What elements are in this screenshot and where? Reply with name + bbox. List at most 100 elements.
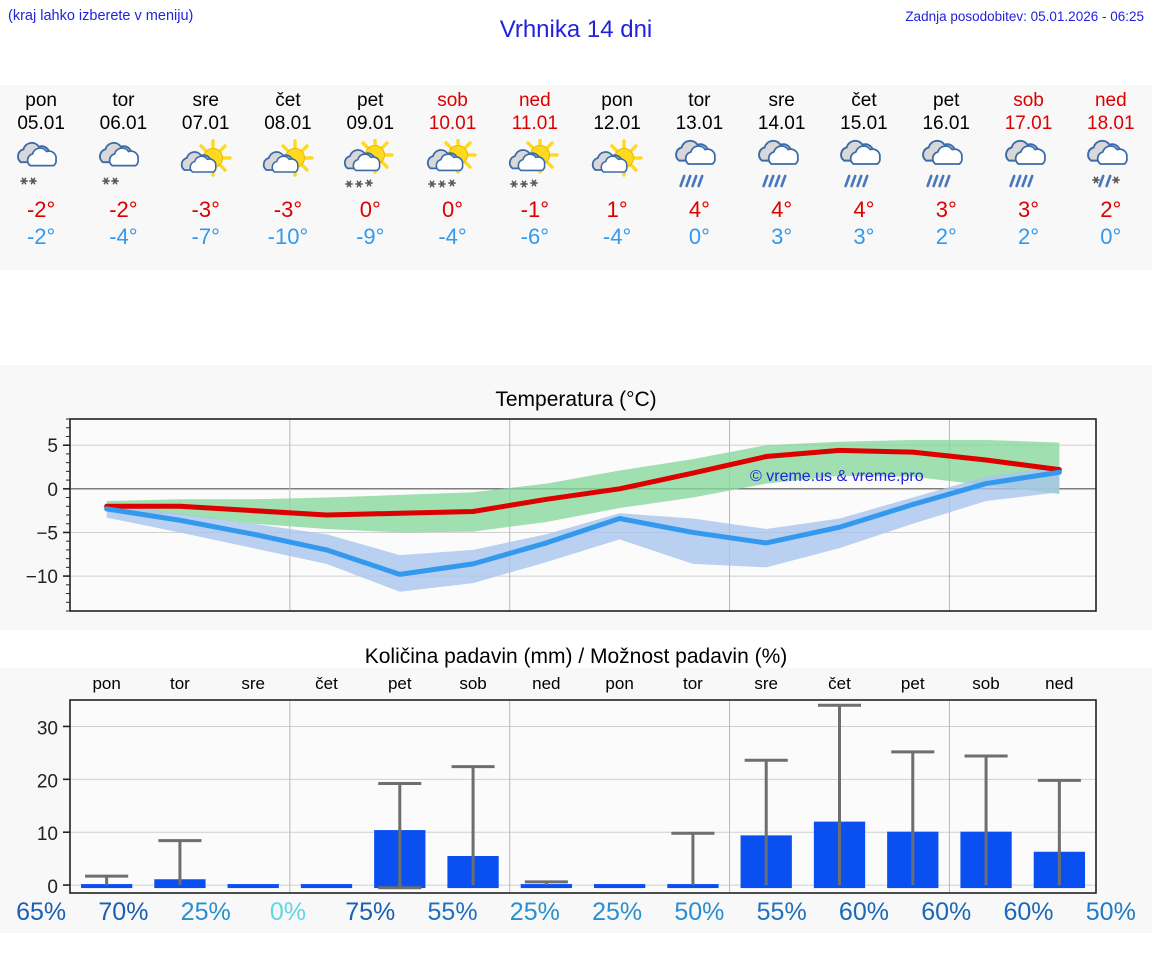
precipitation-probability: 50% (1085, 898, 1136, 926)
forecast-day-date: 14.01 (757, 113, 806, 134)
forecast-day-column: ned 11.01 -1° -6° (494, 85, 576, 270)
precipitation-day-labels: pon tor sre čet pet sob ned pon tor sre čet pet sob n… (70, 674, 1096, 694)
forecast-day-name: pet (933, 90, 960, 111)
precipitation-probability: 75% (345, 898, 396, 926)
svg-text:0: 0 (47, 877, 58, 898)
forecast-day-date: 08.01 (264, 113, 312, 134)
forecast-max-temp: 3° (1017, 197, 1040, 222)
precipitation-day-label: čet (828, 674, 851, 693)
forecast-min-temp: 3° (853, 224, 875, 249)
forecast-min-temp: -10° (267, 224, 309, 249)
precipitation-day-label: sob (972, 674, 1000, 693)
svg-text:0: 0 (47, 480, 58, 501)
forecast-day-date: 17.01 (1004, 113, 1053, 134)
sun-cloud-icon (173, 138, 239, 196)
precipitation-day-label: pon (605, 674, 634, 693)
last-updated-text: Zadnja posodobitev: 05.01.2026 - 06:25 (905, 9, 1144, 24)
forecast-max-temp: 2° (1100, 197, 1122, 222)
forecast-min-temp: 2° (1017, 224, 1040, 249)
svg-text:30: 30 (37, 718, 58, 739)
svg-text:10: 10 (37, 824, 58, 845)
forecast-day-column: pet 16.01 3° 2° (905, 85, 987, 270)
forecast-day-column: čet 08.01 -3° -10° (247, 85, 329, 270)
svg-text:5: 5 (47, 436, 58, 457)
precipitation-day-label: tor (170, 674, 190, 693)
sun-cloud-icon (584, 138, 650, 196)
forecast-day-column: sre 14.01 4° 3° (741, 85, 823, 270)
forecast-day-date: 16.01 (922, 113, 970, 134)
forecast-min-temp: 2° (935, 224, 957, 249)
precipitation-day-label: sre (241, 674, 266, 693)
page-header: (kraj lahko izberete v meniju) Vrhnika 1… (0, 0, 1152, 62)
forecast-day-name: pet (357, 90, 384, 111)
precipitation-probability: 60% (1003, 898, 1054, 926)
forecast-day-date: 13.01 (675, 113, 724, 134)
forecast-max-temp: -1° (520, 197, 549, 222)
temperature-chart-title: Temperatura (°C) (495, 388, 657, 411)
forecast-day-name: ned (518, 90, 551, 111)
forecast-max-temp: 4° (771, 197, 793, 222)
sun-cloud-icon (255, 138, 321, 196)
forecast-min-temp: 0° (1100, 224, 1122, 249)
forecast-min-temp: -4° (438, 224, 467, 249)
precipitation-probability: 25% (509, 898, 560, 926)
forecast-max-temp: 0° (359, 197, 381, 222)
cloudy-snow-icon (90, 138, 156, 196)
forecast-max-temp: 4° (688, 197, 710, 222)
forecast-day-name: sob (1013, 90, 1044, 111)
forecast-max-temp: -3° (273, 197, 303, 222)
forecast-max-temp: -3° (191, 197, 220, 222)
forecast-day-column: tor 13.01 4° 0° (658, 85, 740, 270)
forecast-day-column: pon 12.01 1° -4° (576, 85, 658, 270)
sun-cloud-snow-icon (337, 138, 403, 196)
forecast-day-column: pet 09.01 0° -9° (329, 85, 411, 270)
forecast-day-name: čet (851, 90, 877, 111)
precipitation-day-label: čet (315, 674, 338, 693)
precipitation-day-label: ned (532, 674, 561, 693)
forecast-day-date: 18.01 (1087, 113, 1135, 134)
forecast-day-date: 07.01 (181, 113, 230, 134)
forecast-min-temp: -2° (26, 224, 56, 249)
svg-text:20: 20 (37, 771, 58, 792)
forecast-min-temp: -7° (191, 224, 220, 249)
forecast-min-temp: -6° (520, 224, 549, 249)
forecast-min-temp: 3° (771, 224, 793, 249)
sun-cloud-snow-icon (502, 138, 568, 196)
location-menu-hint: (kraj lahko izberete v meniju) (8, 8, 194, 24)
forecast-day-name: sre (192, 90, 219, 111)
forecast-day-name: tor (112, 90, 135, 111)
forecast-max-temp: 1° (606, 197, 628, 222)
forecast-day-name: sre (768, 90, 795, 111)
forecast-day-name: pon (601, 90, 633, 111)
forecast-day-name: čet (275, 90, 301, 111)
precipitation-probability: 25% (592, 898, 643, 926)
cloudy-rain-icon (666, 138, 732, 196)
forecast-day-column: sob 17.01 3° 2° (987, 85, 1069, 270)
precipitation-day-label: tor (682, 674, 703, 693)
forecast-day-date: 05.01 (17, 113, 65, 134)
forecast-max-temp: -2° (26, 197, 56, 222)
forecast-day-column: tor 06.01 -2° -4° (82, 85, 164, 270)
cloudy-sleet-icon (1078, 138, 1144, 196)
precipitation-day-label: pon (92, 674, 121, 693)
forecast-min-temp: 0° (688, 224, 710, 249)
forecast-day-column: pon 05.01 -2° -2° (0, 85, 82, 270)
precipitation-probability-row: 65% 70% 25% 0% 75% 55% 25% 25% 50% 55% 60% 60% 60% 50… (0, 898, 1152, 927)
cloudy-rain-icon (749, 138, 815, 196)
forecast-day-column: sre 07.01 -3° -7° (165, 85, 247, 270)
precipitation-probability: 50% (674, 898, 725, 926)
precipitation-probability: 70% (98, 898, 149, 926)
forecast-day-column: sob 10.01 0° -4° (411, 85, 493, 270)
precipitation-day-label: sob (459, 674, 487, 693)
precipitation-probability: 60% (838, 898, 889, 926)
daily-forecast-strip: pon 05.01 -2° -2° tor 06.01 -2° -4° sre 07.01 -3° -… (0, 85, 1152, 270)
precipitation-day-label: pet (900, 674, 925, 693)
forecast-day-name: pon (25, 90, 57, 111)
forecast-day-column: ned 18.01 2° 0° (1070, 85, 1152, 270)
precipitation-day-label: sre (754, 674, 778, 693)
forecast-min-temp: -9° (356, 224, 385, 249)
precipitation-day-label: ned (1045, 674, 1074, 693)
